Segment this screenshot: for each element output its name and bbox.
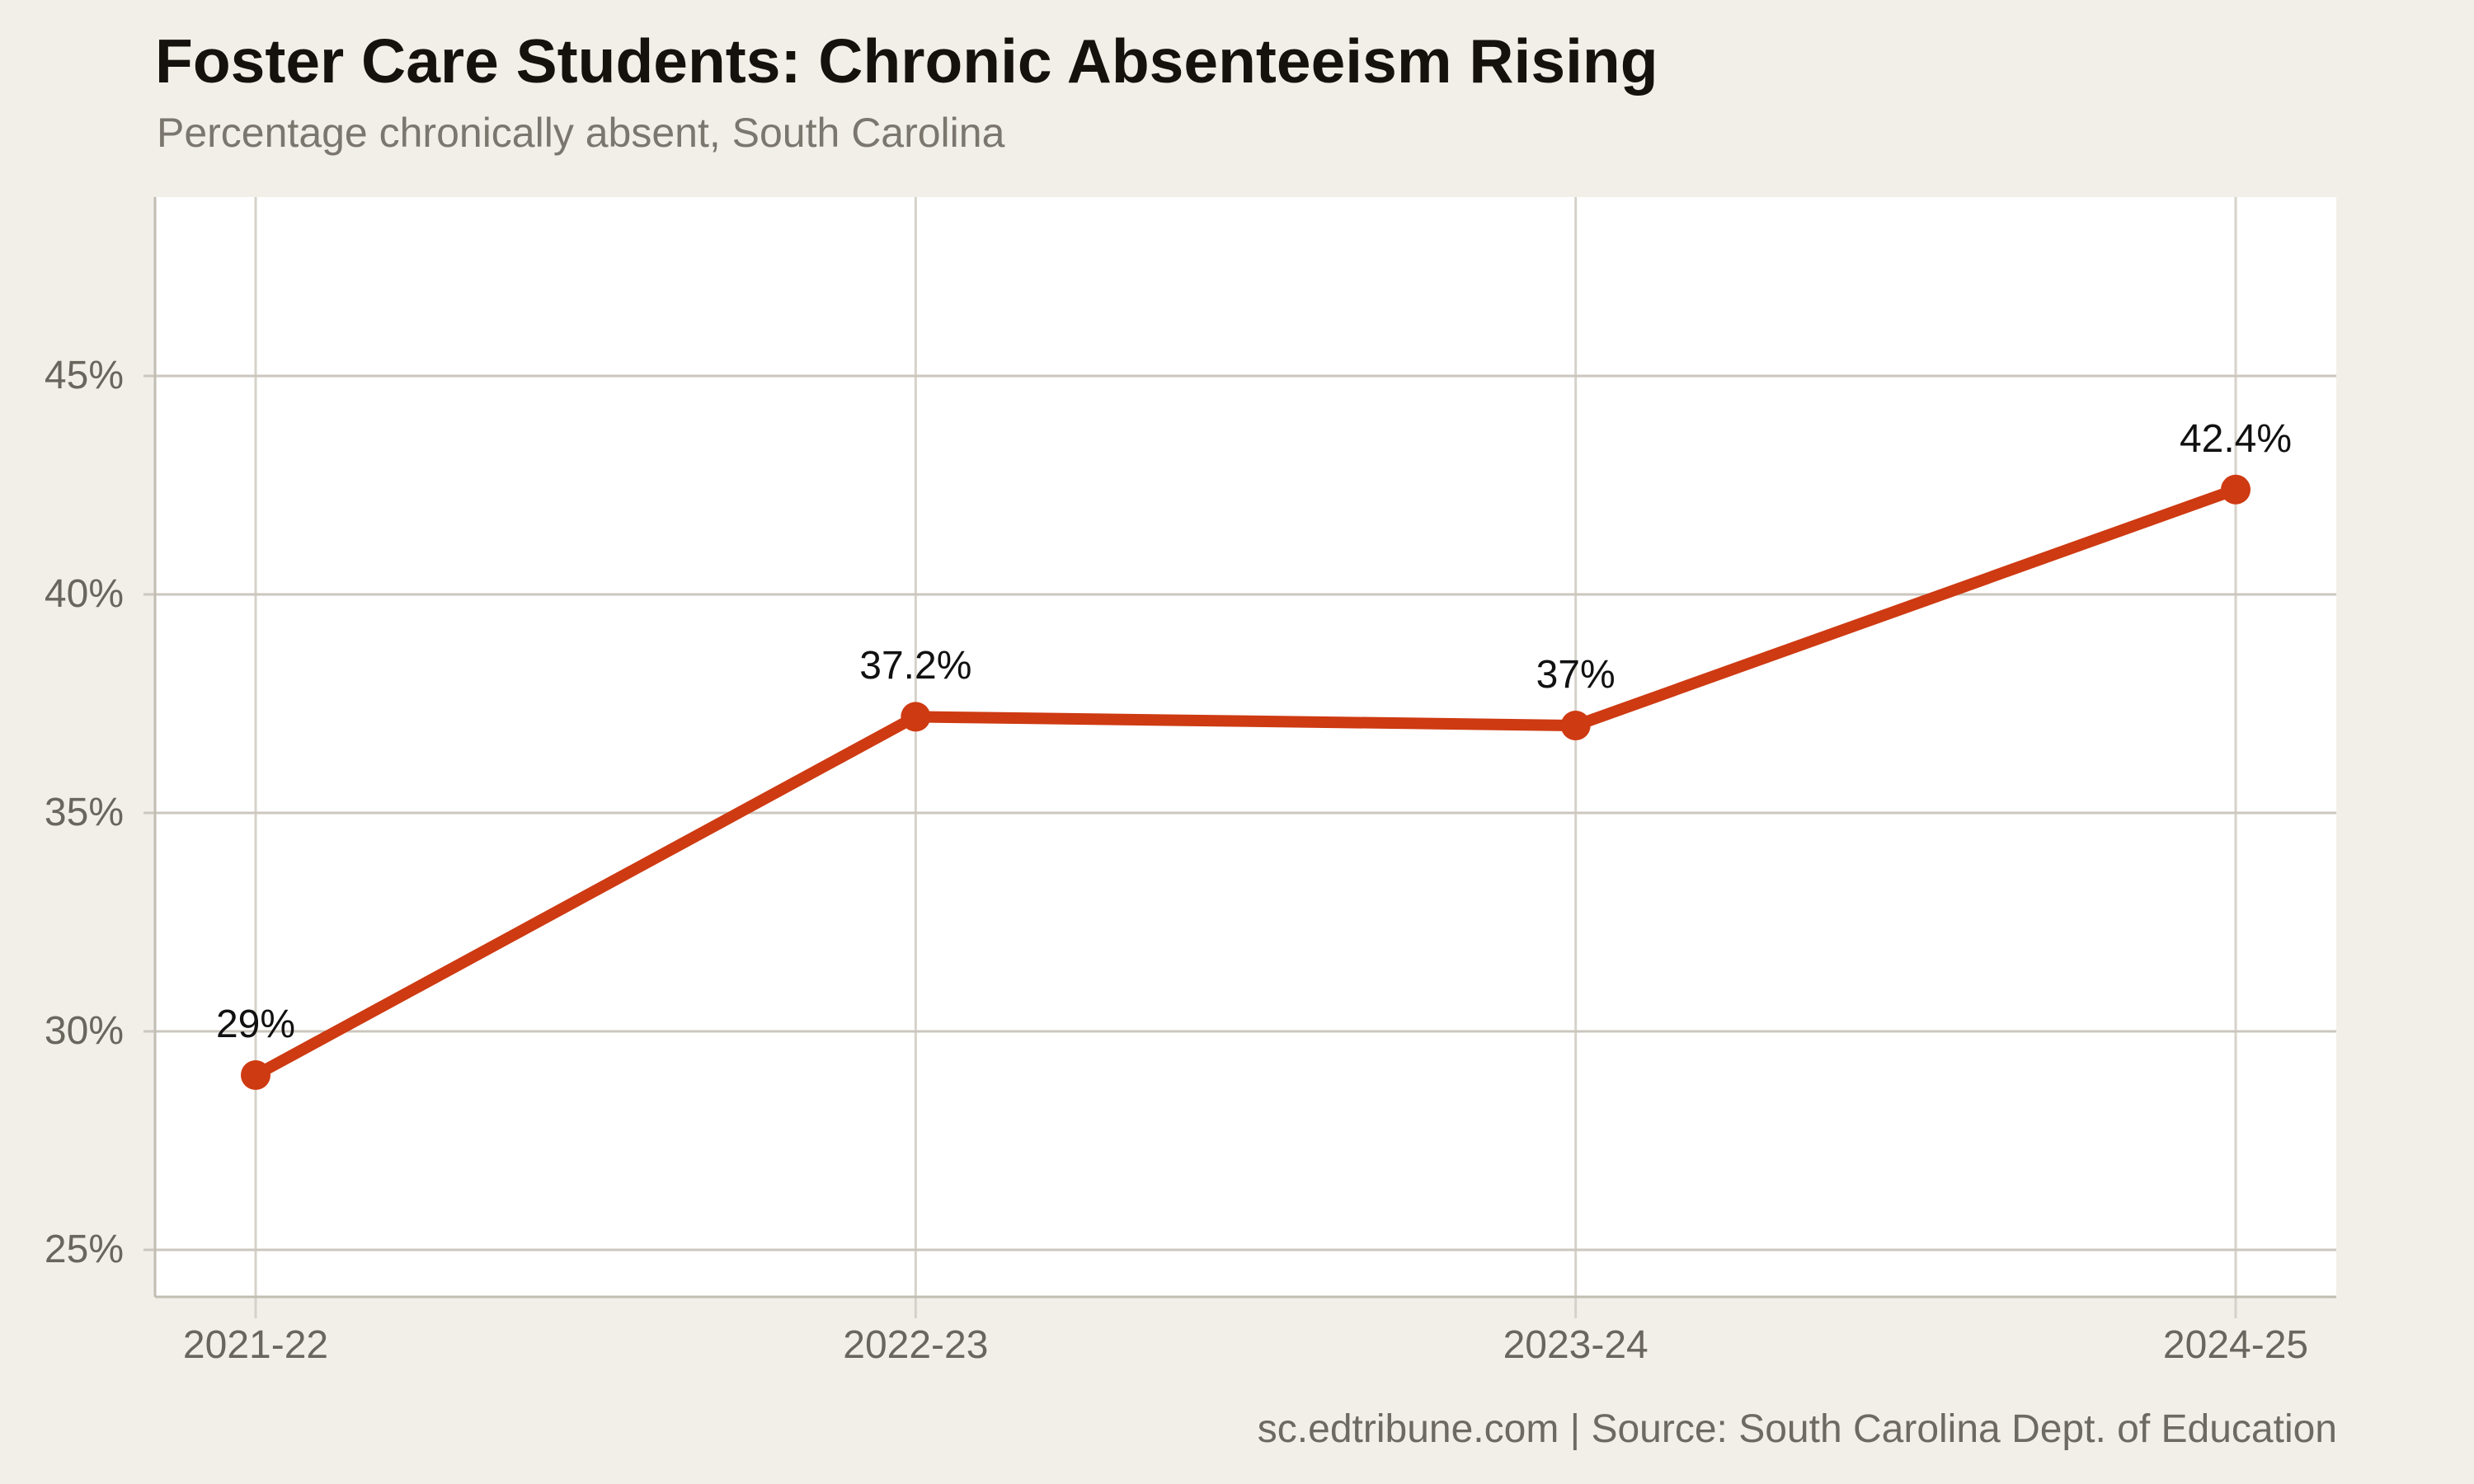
data-point-marker [2221,474,2251,505]
data-point-marker [1560,711,1591,740]
series-line [250,483,2241,1081]
chart-subtitle: Percentage chronically absent, South Car… [157,110,1005,156]
plot-area [155,197,2336,1297]
data-point-marker [241,1060,270,1090]
data-point-marker [901,702,931,732]
chart-title: Foster Care Students: Chronic Absenteeis… [155,26,1658,96]
chart-source-footer: sc.edtribune.com | Source: South Carolin… [1257,1407,2337,1451]
